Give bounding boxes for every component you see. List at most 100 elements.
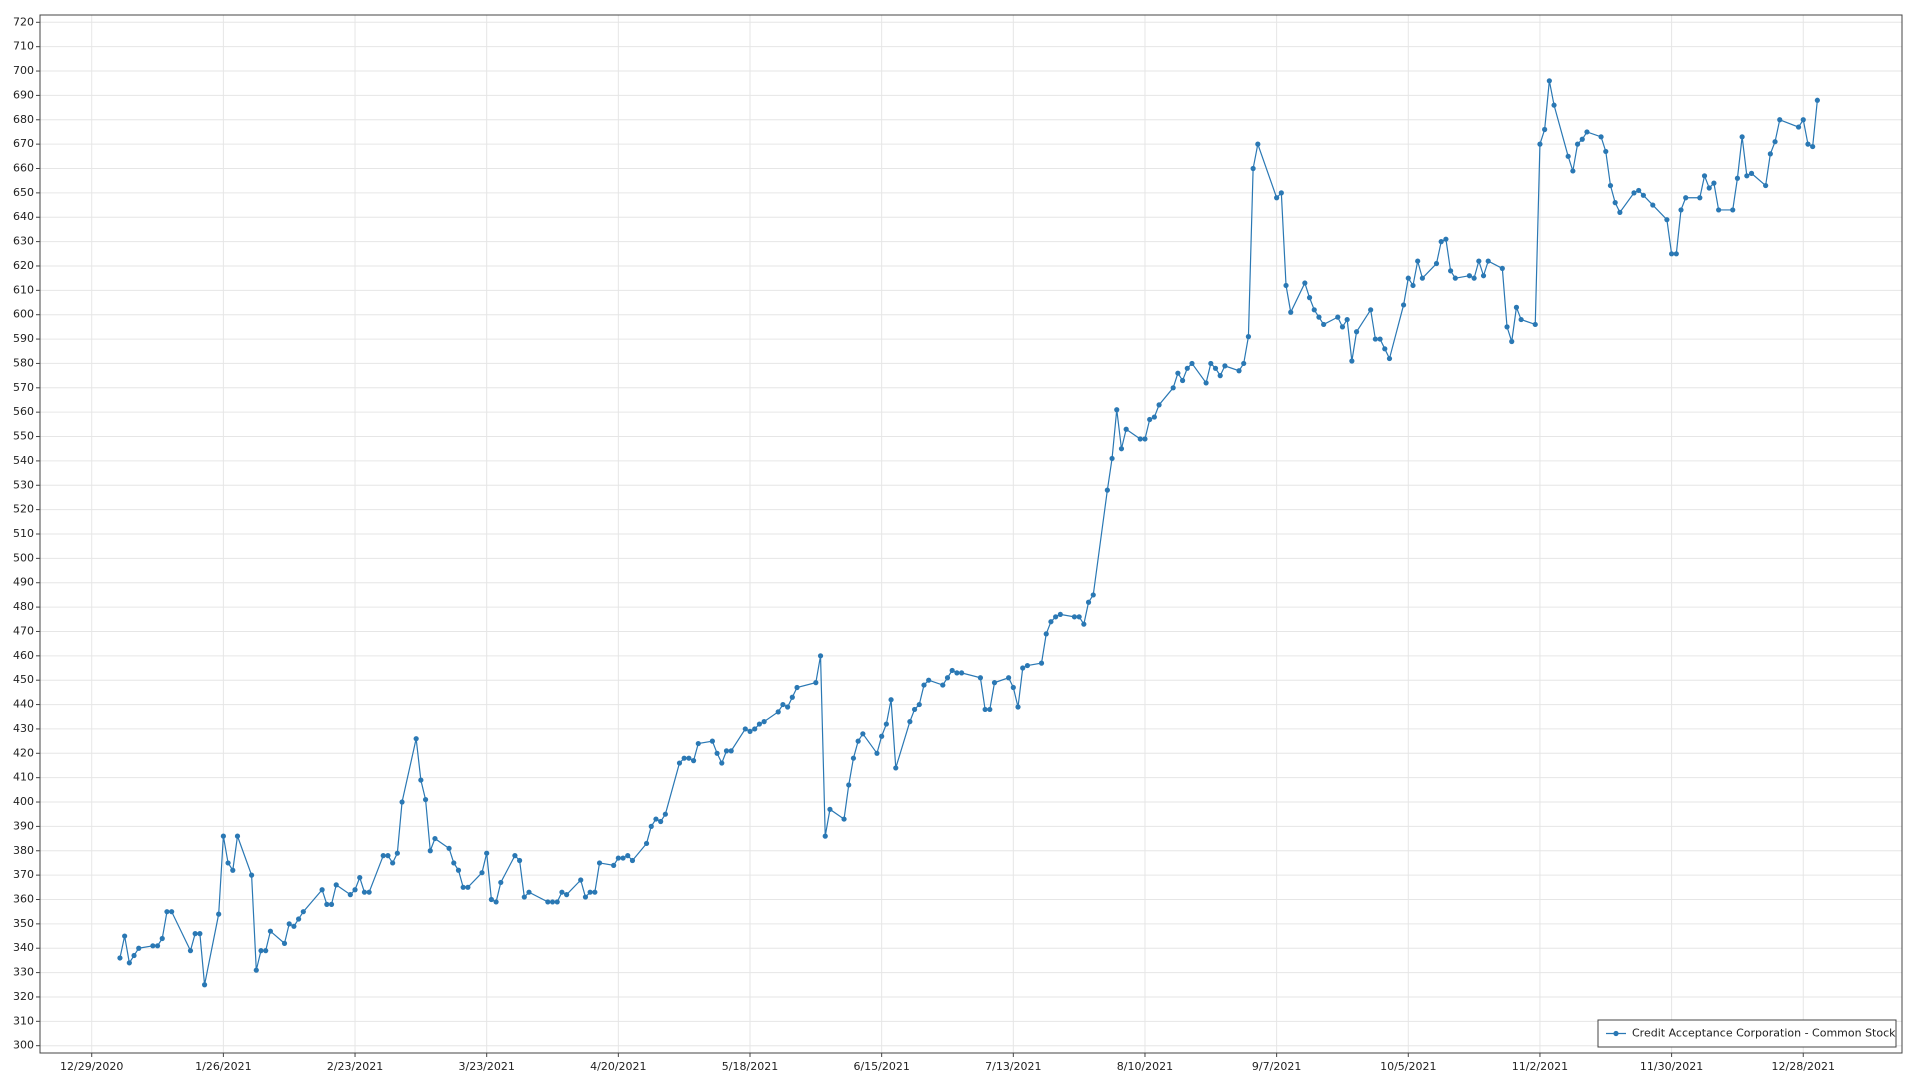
y-tick-label: 440: [13, 698, 34, 711]
x-tick-label: 5/18/2021: [722, 1060, 778, 1073]
data-point: [1255, 141, 1261, 147]
data-point: [1288, 309, 1294, 315]
data-point: [1118, 446, 1125, 452]
data-point: [653, 816, 659, 822]
data-point: [432, 835, 438, 842]
data-point: [944, 675, 951, 681]
data-point: [291, 923, 297, 929]
data-point: [564, 892, 570, 898]
y-tick-label: 650: [13, 186, 34, 199]
data-point: [1664, 217, 1670, 223]
y-tick-label: 400: [13, 795, 34, 808]
data-point: [380, 853, 386, 859]
data-point: [987, 706, 993, 713]
data-point: [1763, 182, 1769, 189]
data-point: [658, 818, 664, 825]
data-point: [723, 748, 730, 754]
data-point: [479, 870, 485, 876]
y-tick-label: 680: [13, 113, 34, 126]
data-point: [582, 894, 589, 900]
data-point: [1678, 207, 1684, 213]
data-point: [319, 887, 325, 893]
data-point: [1147, 416, 1153, 423]
x-tick-label: 1/26/2021: [195, 1060, 251, 1073]
data-point: [488, 896, 494, 903]
data-point: [1104, 487, 1110, 493]
data-point: [611, 862, 617, 868]
data-point: [1217, 373, 1223, 379]
data-point: [874, 750, 880, 756]
data-point: [521, 894, 527, 900]
data-point: [855, 738, 861, 744]
legend-box: [1597, 1019, 1897, 1048]
y-tick-label: 300: [13, 1039, 34, 1052]
data-point: [958, 670, 965, 676]
data-point: [1076, 614, 1082, 620]
y-tick-label: 330: [13, 966, 34, 979]
y-tick-label: 500: [13, 551, 34, 564]
data-point: [493, 899, 499, 905]
data-point: [1114, 407, 1120, 413]
data-point: [681, 755, 687, 761]
y-tick-label: 470: [13, 624, 34, 637]
data-point: [352, 887, 358, 893]
data-point: [1349, 358, 1355, 364]
data-point: [385, 853, 391, 859]
data-point: [296, 916, 302, 922]
y-tick-label: 640: [13, 210, 34, 223]
data-point: [1471, 275, 1477, 281]
data-point: [1617, 209, 1623, 215]
data-point: [263, 948, 269, 954]
x-tick-label: 2/23/2021: [327, 1060, 383, 1073]
data-point: [1772, 139, 1778, 145]
data-point: [1302, 280, 1308, 286]
data-point: [1377, 336, 1383, 342]
y-tick-label: 710: [13, 40, 34, 53]
data-point: [1306, 295, 1313, 301]
data-point: [1438, 239, 1444, 245]
data-point: [422, 796, 429, 803]
data-point: [1532, 321, 1538, 328]
data-point: [1777, 117, 1783, 123]
data-point: [122, 933, 128, 939]
data-point: [484, 850, 490, 856]
data-point: [1241, 360, 1247, 367]
data-point: [1212, 365, 1219, 371]
legend: Credit Acceptance Corporation - Common S…: [1597, 1019, 1897, 1048]
y-tick-label: 420: [13, 746, 34, 759]
data-point: [159, 935, 165, 942]
data-point: [752, 726, 758, 732]
data-point: [1090, 592, 1096, 598]
data-point: [1598, 134, 1604, 140]
data-point: [817, 653, 824, 659]
data-point: [1043, 631, 1049, 637]
data-point: [827, 806, 833, 812]
data-point: [695, 740, 701, 747]
data-point: [1711, 180, 1717, 186]
data-point: [1081, 621, 1087, 627]
data-point: [648, 823, 654, 829]
data-point: [916, 701, 922, 708]
y-tick-label: 310: [13, 1014, 34, 1027]
data-point: [1518, 316, 1524, 323]
data-point: [248, 872, 255, 878]
data-point: [1203, 380, 1209, 386]
y-tick-label: 660: [13, 162, 34, 175]
data-point: [281, 940, 288, 946]
data-point: [258, 948, 264, 954]
y-tick-label: 550: [13, 430, 34, 443]
data-point: [1631, 190, 1637, 196]
data-point: [253, 967, 259, 973]
data-point: [907, 719, 913, 725]
y-tick-label: 630: [13, 235, 34, 248]
data-point: [794, 684, 800, 691]
data-point: [860, 731, 866, 737]
data-point: [1574, 141, 1581, 147]
data-point: [1419, 275, 1425, 281]
data-point: [1156, 402, 1162, 408]
data-point: [1739, 134, 1745, 140]
data-point: [977, 675, 984, 681]
data-point: [1344, 316, 1350, 323]
data-point: [498, 879, 504, 886]
data-point: [1800, 117, 1806, 123]
